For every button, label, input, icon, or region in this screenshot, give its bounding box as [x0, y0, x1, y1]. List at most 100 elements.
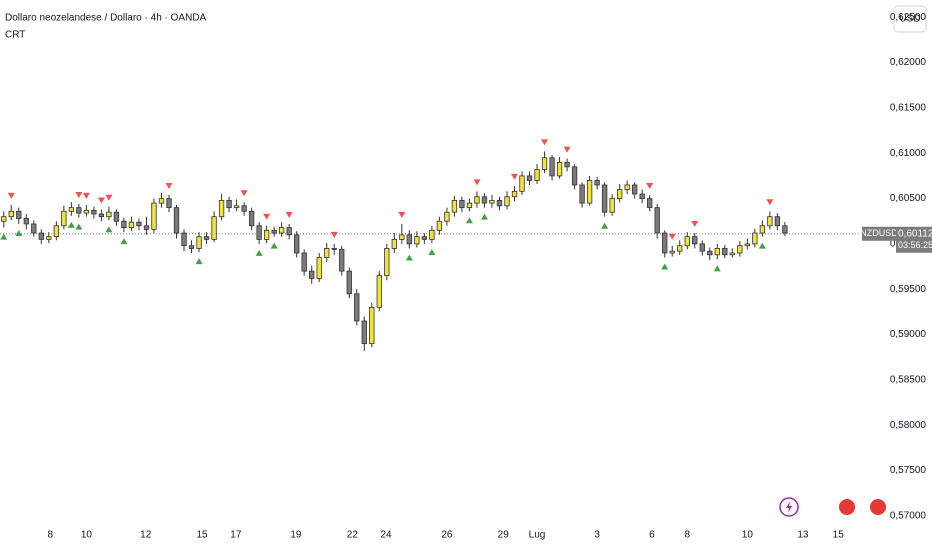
- candle-body: [271, 229, 277, 234]
- candle-body: [384, 248, 390, 277]
- candle-body: [279, 227, 285, 234]
- bear-signal: [97, 197, 105, 204]
- candle-body: [722, 248, 728, 256]
- candle-body: [173, 207, 180, 234]
- candle-body: [526, 175, 533, 181]
- currency-button[interactable]: [893, 5, 927, 33]
- candle-body: [218, 199, 225, 218]
- x-tick-label: 10: [742, 530, 754, 541]
- candle-body: [309, 270, 315, 279]
- x-tick-label: 12: [140, 530, 152, 541]
- candle-body: [196, 236, 202, 249]
- x-tick-label: 10: [81, 530, 93, 541]
- candle-body: [556, 161, 563, 177]
- x-tick-label: 19: [290, 530, 302, 541]
- candle-body: [46, 236, 52, 240]
- candle-body: [263, 229, 270, 240]
- bear-signal: [691, 221, 699, 228]
- candle-body: [774, 216, 781, 227]
- candle-body: [519, 175, 525, 192]
- candle-body: [474, 196, 480, 204]
- candle-body: [654, 207, 660, 234]
- candle-body: [677, 245, 683, 252]
- us-flag-icon[interactable]: [837, 497, 857, 517]
- bull-signal: [15, 229, 23, 236]
- candle-body: [414, 236, 420, 245]
- candle-body: [331, 248, 337, 250]
- candle-body: [767, 216, 773, 227]
- candle-body: [256, 225, 262, 240]
- candle-body: [98, 213, 105, 218]
- bear-signal: [668, 233, 676, 240]
- candle-body: [31, 223, 37, 234]
- candle-body: [752, 232, 758, 245]
- candle-body: [601, 184, 608, 213]
- currency-label[interactable]: USD: [899, 14, 920, 25]
- candle-body: [549, 157, 555, 177]
- candle-body: [459, 199, 465, 209]
- candle-body: [429, 229, 435, 240]
- y-tick-label: 0,60500: [890, 193, 927, 204]
- bear-signal: [541, 139, 549, 146]
- chart-title: Dollaro neozelandese / Dollaro · 4h · OA…: [5, 13, 207, 24]
- candle-body: [68, 207, 75, 212]
- bear-signal: [7, 192, 15, 199]
- candle-body: [211, 216, 217, 240]
- bull-signal: [480, 213, 488, 220]
- y-tick-label: 0,61500: [890, 103, 927, 114]
- bear-signal: [398, 211, 406, 218]
- candle-body: [143, 225, 150, 230]
- us-flag-icon[interactable]: [868, 497, 888, 517]
- x-tick-label: 6: [649, 530, 655, 541]
- bull-signal: [120, 238, 128, 245]
- x-tick-label: 15: [196, 530, 208, 541]
- candle-body: [707, 250, 713, 256]
- symbol-tag: [862, 226, 896, 241]
- symbol-label: NZDUSD: [860, 228, 898, 238]
- price-tag: [896, 226, 932, 253]
- candle-body: [616, 189, 623, 199]
- bull-signal: [405, 254, 413, 261]
- candle-body: [294, 234, 300, 254]
- x-tick-label: 29: [498, 530, 510, 541]
- candle-body: [406, 234, 412, 245]
- bear-signal: [263, 213, 271, 220]
- candle-body: [188, 245, 195, 249]
- bear-signal: [766, 199, 774, 206]
- candle-body: [346, 270, 352, 295]
- x-tick-label: Lug: [529, 530, 546, 541]
- bear-signal: [105, 194, 113, 201]
- candle-body: [248, 210, 255, 227]
- candle-body: [181, 232, 187, 247]
- candle-body: [301, 252, 307, 272]
- candle-body: [421, 236, 428, 240]
- bull-signal: [195, 258, 203, 265]
- y-tick-label: 0,58500: [890, 375, 927, 386]
- y-tick-label: 0,59000: [890, 329, 927, 340]
- candle-body: [1, 216, 7, 222]
- candle-body: [534, 169, 540, 181]
- candle-body: [391, 238, 397, 249]
- x-tick-label: 3: [594, 530, 600, 541]
- candle-body: [113, 211, 120, 222]
- candle-body: [316, 257, 322, 279]
- candle-body: [8, 210, 14, 218]
- candle-body: [38, 232, 44, 240]
- candle-body: [692, 236, 698, 245]
- candle-body: [233, 205, 240, 209]
- candle-body: [354, 293, 360, 322]
- candle-body: [669, 250, 675, 254]
- candle-body: [489, 199, 495, 204]
- candle-body: [83, 209, 90, 214]
- candle-body: [128, 221, 135, 228]
- candle-body: [361, 320, 367, 345]
- bear-signal: [75, 192, 83, 199]
- candle-body: [624, 184, 630, 190]
- candle-body: [647, 198, 653, 209]
- x-tick-label: 22: [347, 530, 359, 541]
- bull-signal: [0, 233, 8, 240]
- countdown-label: 03:56:25: [898, 240, 932, 250]
- candle-body: [166, 198, 172, 209]
- candle-body: [369, 306, 375, 345]
